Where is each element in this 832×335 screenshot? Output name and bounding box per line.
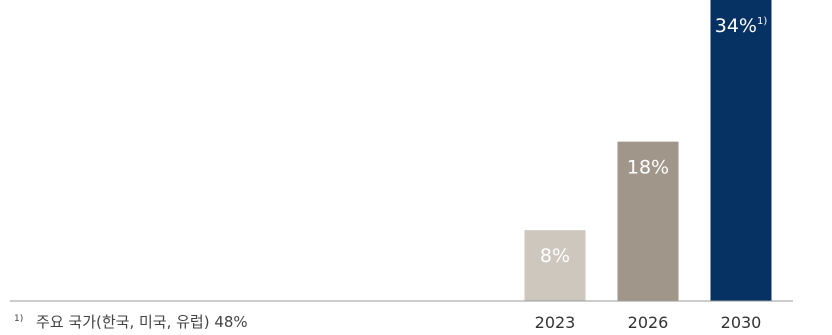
data-label-2023: 8%: [540, 245, 570, 267]
bar-2026: [617, 141, 679, 301]
x-tick-label-2023: 2023: [535, 313, 576, 332]
data-labels: 8% 18% 34%1): [540, 15, 767, 267]
data-label-value: 34%: [715, 15, 757, 37]
x-tick-labels: 2023 2026 2030: [535, 313, 762, 332]
data-label-2030: 34%1): [715, 15, 768, 37]
bars: [524, 0, 772, 301]
data-label-footnote-marker: 1): [757, 16, 767, 27]
data-label-value: 8%: [540, 245, 570, 267]
bar-2030: [710, 0, 772, 301]
data-label-value: 18%: [627, 157, 669, 179]
footnote: 1) 주요 국가(한국, 미국, 유럽) 48%: [14, 307, 248, 331]
footnote-text: 주요 국가(한국, 미국, 유럽) 48%: [36, 313, 248, 331]
x-tick-label-2026: 2026: [628, 313, 669, 332]
bar-2023: [524, 230, 586, 301]
data-label-2026: 18%: [627, 157, 669, 179]
x-tick-label-2030: 2030: [721, 313, 762, 332]
footnote-marker: 1): [14, 314, 23, 324]
